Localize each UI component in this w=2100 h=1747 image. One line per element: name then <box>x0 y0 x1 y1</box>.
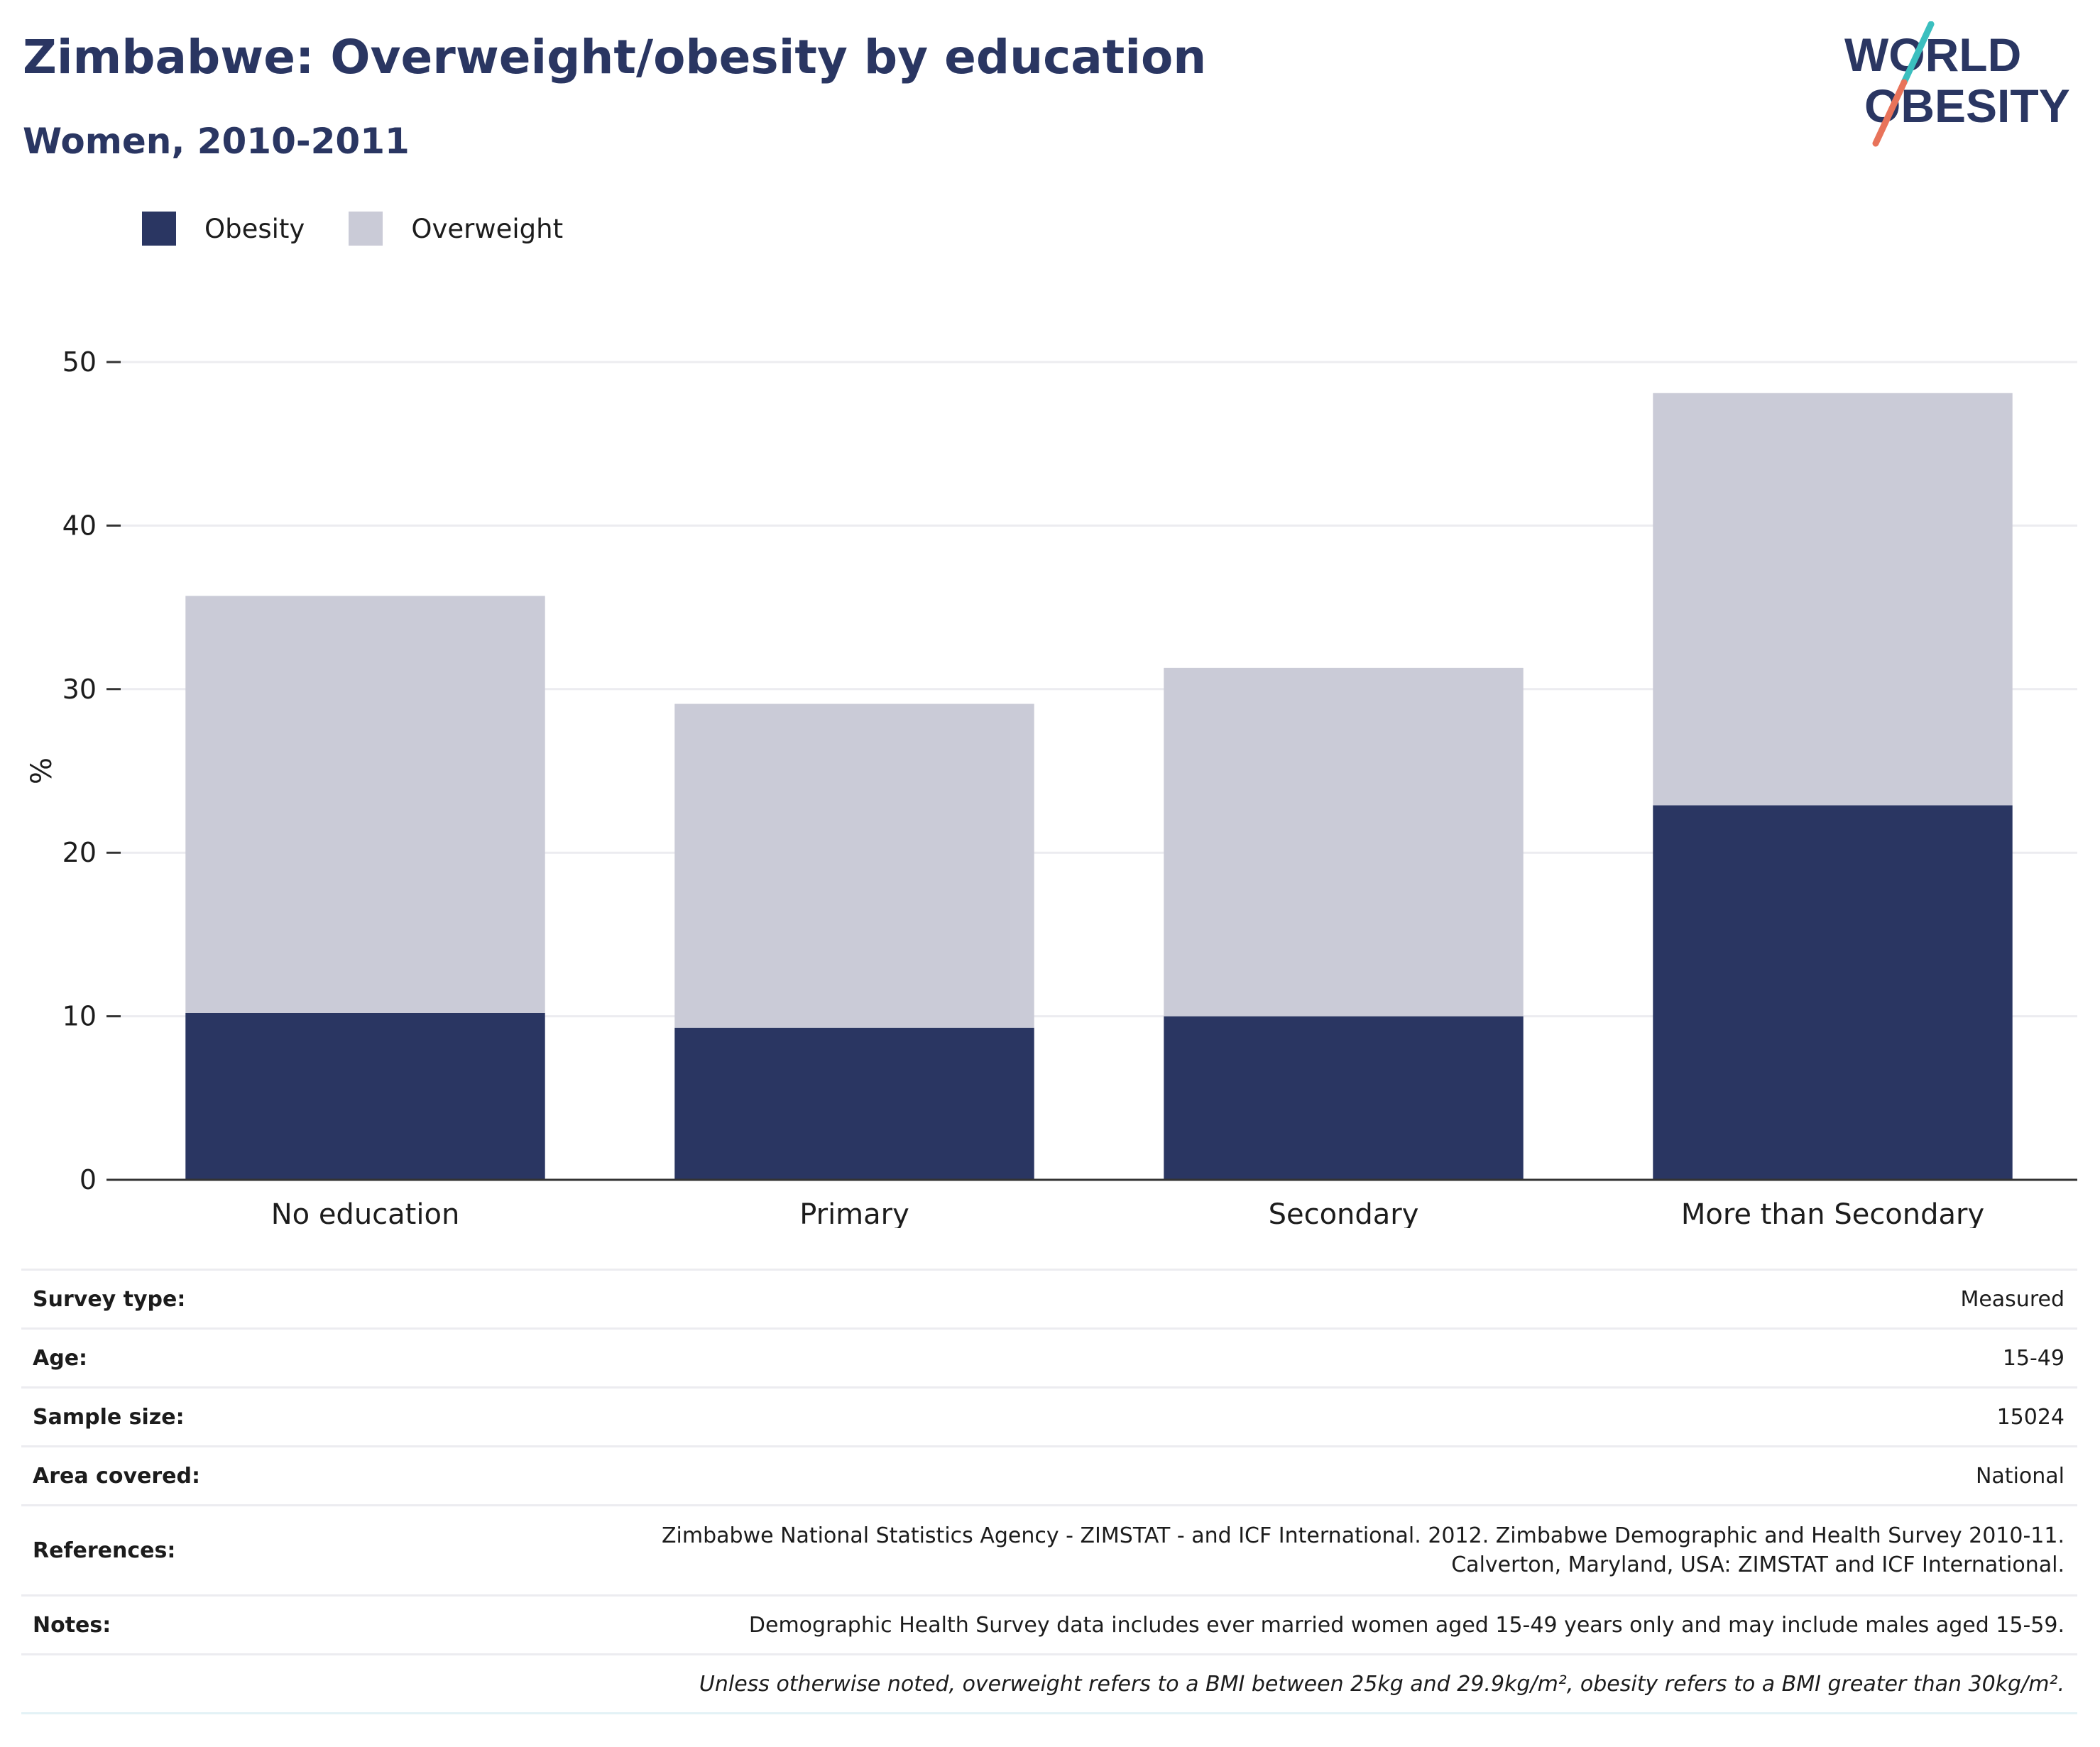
info-row-sample-size: Sample size: 15024 <box>21 1386 2077 1447</box>
info-key: Notes: <box>21 1594 471 1655</box>
y-tick-label: 0 <box>80 1164 97 1195</box>
bar-overweight[interactable] <box>185 596 545 1013</box>
y-tick-label: 40 <box>62 510 97 541</box>
y-tick-label: 50 <box>62 346 97 378</box>
bar-overweight[interactable] <box>1653 393 2013 806</box>
y-axis-label: % <box>26 757 58 784</box>
y-tick-label: 10 <box>62 1001 97 1032</box>
info-row-age: Age: 15-49 <box>21 1327 2077 1388</box>
info-key: Sample size: <box>21 1386 471 1447</box>
bar-overweight[interactable] <box>1164 667 1524 1017</box>
info-key: Age: <box>21 1327 471 1388</box>
legend-item-obesity[interactable]: Obesity <box>142 212 305 246</box>
info-value: Unless otherwise noted, overweight refer… <box>471 1653 2077 1714</box>
reference-line-1: Zimbabwe National Statistics Agency - ZI… <box>661 1523 2065 1548</box>
info-value: 15024 <box>471 1386 2077 1447</box>
logo-slash-teal <box>1901 21 1935 86</box>
bar-obesity[interactable] <box>1653 805 2013 1180</box>
info-row-area-covered: Area covered: National <box>21 1445 2077 1506</box>
info-key: Survey type: <box>21 1269 471 1329</box>
info-value: Measured <box>471 1269 2077 1329</box>
info-key: Area covered: <box>21 1445 471 1506</box>
x-tick-label: No education <box>271 1198 460 1228</box>
info-value: Zimbabwe National Statistics Agency - ZI… <box>471 1504 2077 1596</box>
bar-obesity[interactable] <box>674 1027 1034 1180</box>
legend: Obesity Overweight <box>142 212 607 246</box>
x-tick-label: Secondary <box>1269 1198 1419 1228</box>
info-row-bmi-note: Unless otherwise noted, overweight refer… <box>21 1653 2077 1714</box>
bar-obesity[interactable] <box>1164 1016 1524 1180</box>
legend-item-overweight[interactable]: Overweight <box>349 212 563 246</box>
y-tick-label: 30 <box>62 674 97 705</box>
legend-swatch-overweight <box>349 212 383 246</box>
info-value: 15-49 <box>471 1327 2077 1388</box>
logo-slash-coral <box>1872 79 1908 147</box>
chart-subtitle: Women, 2010-2011 <box>23 121 410 162</box>
world-obesity-logo: WORLD OBESITY <box>1844 21 2070 147</box>
info-value: National <box>471 1445 2077 1506</box>
reference-line-2: Calverton, Maryland, USA: ZIMSTAT and IC… <box>1451 1552 2065 1577</box>
info-value: Demographic Health Survey data includes … <box>471 1594 2077 1655</box>
y-tick-label: 20 <box>62 837 97 868</box>
bar-overweight[interactable] <box>674 703 1034 1028</box>
info-row-survey-type: Survey type: Measured <box>21 1269 2077 1329</box>
info-key <box>21 1653 471 1714</box>
info-row-references: References: Zimbabwe National Statistics… <box>21 1504 2077 1596</box>
chart-title: Zimbabwe: Overweight/obesity by educatio… <box>23 30 1207 84</box>
legend-label-obesity: Obesity <box>204 213 305 244</box>
survey-info-table: Survey type: Measured Age: 15-49 Sample … <box>21 1269 2077 1714</box>
legend-label-overweight: Overweight <box>411 213 564 244</box>
stacked-bar-chart: 0 10 20 30 40 50% No education Primary Secondary… <box>26 346 2077 1228</box>
x-tick-label: More than Secondary <box>1681 1198 1984 1228</box>
info-row-notes: Notes: Demographic Health Survey data in… <box>21 1594 2077 1655</box>
bar-obesity[interactable] <box>185 1012 545 1180</box>
info-key: References: <box>21 1504 471 1596</box>
svg-text:WORLD: WORLD <box>1844 28 2021 81</box>
x-tick-label: Primary <box>799 1198 909 1228</box>
legend-swatch-obesity <box>142 212 176 246</box>
